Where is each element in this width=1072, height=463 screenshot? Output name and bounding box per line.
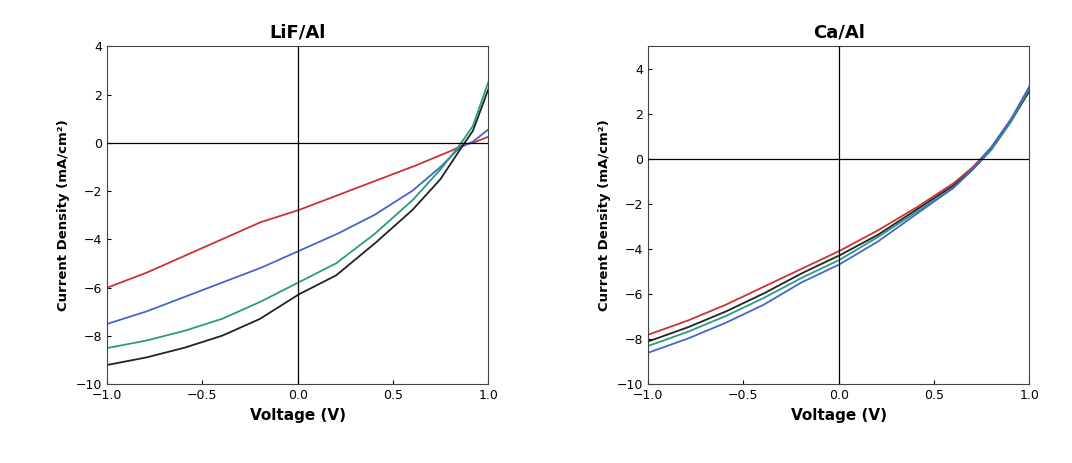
Title: LiF/Al: LiF/Al — [269, 24, 326, 42]
Title: Ca/Al: Ca/Al — [813, 24, 865, 42]
Y-axis label: Current Density (mA/cm²): Current Density (mA/cm²) — [58, 119, 71, 311]
X-axis label: Voltage (V): Voltage (V) — [791, 408, 887, 423]
X-axis label: Voltage (V): Voltage (V) — [250, 408, 345, 423]
Y-axis label: Current Density (mA/cm²): Current Density (mA/cm²) — [598, 119, 611, 311]
